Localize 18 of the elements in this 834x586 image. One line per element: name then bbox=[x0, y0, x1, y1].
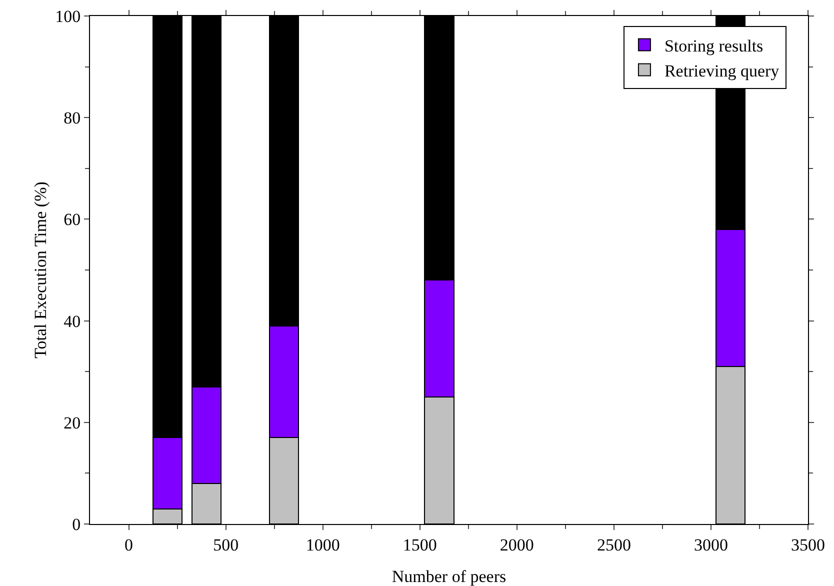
x-tick-label: 3500 bbox=[791, 535, 825, 554]
x-tick-label: 0 bbox=[124, 535, 134, 554]
x-axis-title: Number of peers bbox=[392, 567, 506, 586]
y-tick-label: 100 bbox=[55, 6, 81, 26]
x-tick-label: 1500 bbox=[402, 535, 437, 554]
x-tick-label: 2000 bbox=[500, 535, 534, 554]
y-tick-label: 80 bbox=[64, 108, 81, 128]
x-tick-label: 1000 bbox=[306, 535, 340, 554]
y-axis-title: Total Execution Time (%) bbox=[31, 182, 50, 358]
y-tick-label: 20 bbox=[64, 413, 81, 432]
x-tick-label: 2500 bbox=[596, 535, 631, 554]
x-tick-label: 500 bbox=[213, 535, 239, 554]
y-tick-label: 60 bbox=[64, 210, 81, 230]
legend-label: Retrieving query bbox=[664, 61, 780, 80]
x-tick-label: 3000 bbox=[694, 535, 728, 554]
legend-label: Storing results bbox=[664, 36, 764, 56]
y-tick-label: 40 bbox=[64, 312, 81, 331]
y-tick-label: 0 bbox=[72, 514, 81, 534]
